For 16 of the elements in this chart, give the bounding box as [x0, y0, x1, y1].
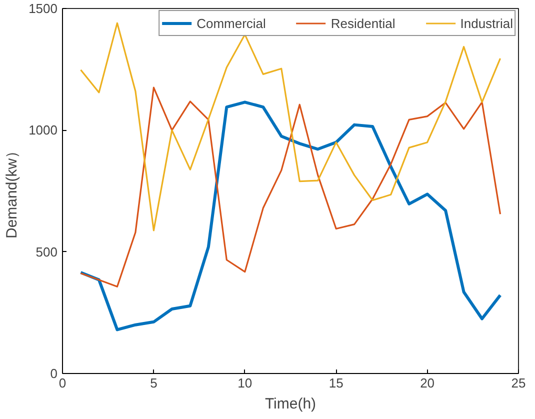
legend-label: Residential: [330, 16, 396, 30]
line-series: [79, 100, 502, 332]
x-tick-label: 25: [511, 376, 526, 390]
legend-label: Industrial: [460, 16, 513, 30]
y-tick-label: 500: [36, 244, 58, 260]
y-tick-label: 1000: [28, 122, 58, 138]
y-tick-label: 1500: [28, 1, 58, 16]
legend-label: Commercial: [196, 16, 266, 30]
y-axis-title: Demand(kw）: [4, 143, 21, 239]
x-tick-label: 20: [420, 376, 435, 390]
x-tick-label: 15: [328, 376, 344, 390]
y-tick-label: 0: [50, 366, 58, 381]
x-tick-label: 10: [238, 376, 252, 390]
x-tick-label: 5: [150, 376, 158, 390]
x-axis-title: Time(h): [264, 396, 316, 412]
line-series: [80, 86, 502, 288]
